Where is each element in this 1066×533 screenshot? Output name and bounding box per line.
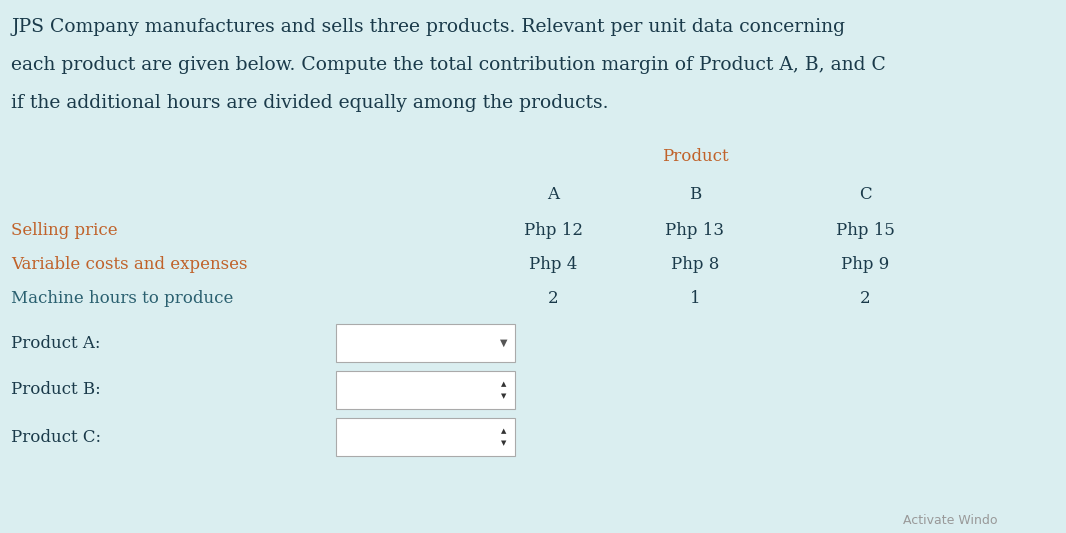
Text: Product C:: Product C: xyxy=(12,429,101,446)
FancyBboxPatch shape xyxy=(336,371,515,409)
FancyBboxPatch shape xyxy=(336,324,515,362)
Text: A: A xyxy=(547,186,560,203)
Text: Php 8: Php 8 xyxy=(671,256,720,273)
Text: ▼: ▼ xyxy=(501,440,506,446)
Text: Product B:: Product B: xyxy=(12,382,101,399)
Text: 2: 2 xyxy=(860,290,871,307)
Text: ▲: ▲ xyxy=(501,428,506,434)
Text: ▼: ▼ xyxy=(501,393,506,399)
Text: Php 15: Php 15 xyxy=(836,222,894,239)
Text: Php 13: Php 13 xyxy=(665,222,725,239)
Text: Activate Windo: Activate Windo xyxy=(903,514,998,527)
Text: Php 4: Php 4 xyxy=(529,256,578,273)
Text: ▲: ▲ xyxy=(501,381,506,387)
Text: 2: 2 xyxy=(548,290,559,307)
Text: Php 12: Php 12 xyxy=(523,222,583,239)
Text: JPS Company manufactures and sells three products. Relevant per unit data concer: JPS Company manufactures and sells three… xyxy=(12,18,845,36)
Text: Machine hours to produce: Machine hours to produce xyxy=(12,290,233,307)
Text: 1: 1 xyxy=(690,290,700,307)
Text: Product A:: Product A: xyxy=(12,335,101,351)
Text: Selling price: Selling price xyxy=(12,222,118,239)
Text: Product: Product xyxy=(662,148,728,165)
Text: if the additional hours are divided equally among the products.: if the additional hours are divided equa… xyxy=(12,94,609,112)
Text: ▼: ▼ xyxy=(500,338,507,348)
Text: each product are given below. Compute the total contribution margin of Product A: each product are given below. Compute th… xyxy=(12,56,886,74)
Text: Php 9: Php 9 xyxy=(841,256,889,273)
FancyBboxPatch shape xyxy=(336,418,515,456)
Text: C: C xyxy=(859,186,872,203)
Text: B: B xyxy=(689,186,701,203)
Text: Variable costs and expenses: Variable costs and expenses xyxy=(12,256,248,273)
